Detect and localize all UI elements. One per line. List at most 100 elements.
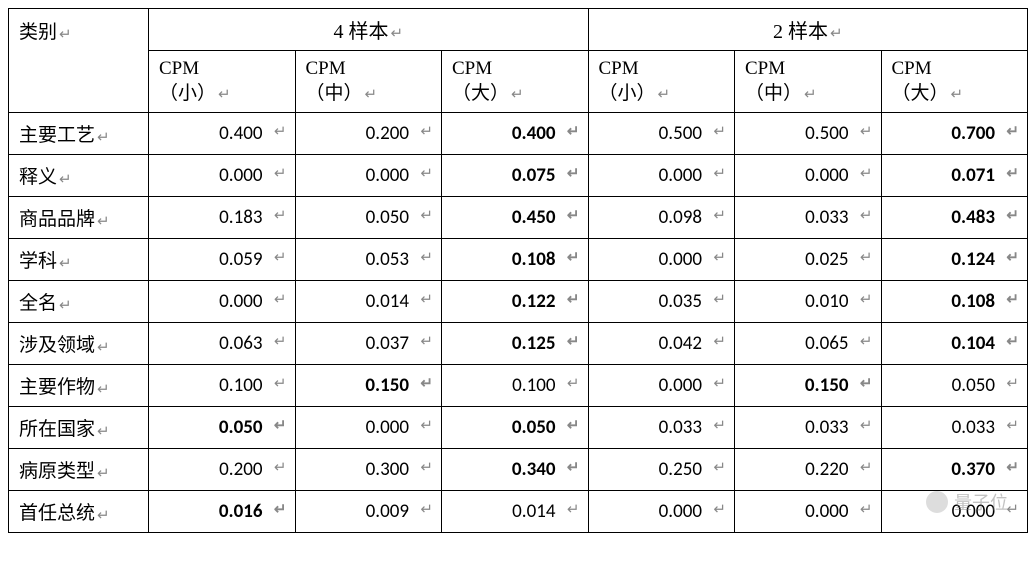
para-mark-icon: ↵ (713, 374, 726, 392)
data-value: 0.014 (366, 290, 409, 313)
table-row: 主要作物↵0.100↵0.150↵0.100↵0.000↵0.150↵0.050… (9, 365, 1028, 407)
data-value: 0.009 (366, 500, 409, 523)
data-cell: 0.000↵ (149, 281, 296, 323)
data-value: 0.220 (805, 458, 848, 481)
data-cell: 0.037↵ (295, 323, 442, 365)
data-cell: 0.100↵ (149, 365, 296, 407)
data-cell: 0.014 ↵ (295, 281, 442, 323)
para-mark-icon: ↵ (860, 416, 873, 434)
row-label-text: 首任总统 (19, 503, 95, 524)
header-group-4sample: 4 样本↵ (149, 9, 589, 51)
data-cell: 0.050 ↵ (149, 407, 296, 449)
row-label-text: 学科 (19, 251, 57, 272)
table-row: 商品品牌↵0.183↵0.050↵0.450↵0.098↵0.033↵0.483… (9, 197, 1028, 239)
para-mark-icon: ↵ (713, 500, 726, 518)
data-value: 0.370 (951, 458, 995, 481)
subheader-cpm-large-2: CPM （大）↵ (881, 51, 1028, 113)
data-value: 0.050 (219, 416, 263, 439)
data-value: 0.104 (951, 332, 995, 355)
data-cell: 0.000 ↵ (881, 491, 1028, 533)
para-mark-icon: ↵ (420, 164, 433, 182)
data-cell: 0.000↵ (588, 155, 735, 197)
para-mark-icon: ↵ (274, 416, 287, 434)
data-value: 0.340 (512, 458, 556, 481)
data-value: 0.042 (659, 332, 702, 355)
para-mark-icon: ↵ (274, 500, 287, 518)
subheader-line2: （小） (599, 83, 656, 104)
data-value: 0.400 (219, 122, 262, 145)
para-mark-icon: ↵ (713, 248, 726, 266)
para-mark-icon: ↵ (97, 507, 110, 524)
subheader-line1: CPM (745, 58, 785, 79)
data-value: 0.500 (805, 122, 848, 145)
data-cell: 0.100↵ (442, 365, 589, 407)
subheader-row: CPM （小）↵ CPM （中）↵ CPM （大）↵ CPM （小） (9, 51, 1028, 113)
data-cell: 0.104 ↵ (881, 323, 1028, 365)
data-value: 0.124 (951, 248, 995, 271)
para-mark-icon: ↵ (420, 290, 433, 308)
row-label-text: 主要工艺 (19, 125, 95, 146)
para-mark-icon: ↵ (218, 86, 231, 103)
para-mark-icon: ↵ (567, 332, 580, 350)
para-mark-icon: ↵ (658, 86, 671, 103)
table-row: 释义↵0.000↵0.000↵0.075↵0.000↵0.000↵0.071↵ (9, 155, 1028, 197)
para-mark-icon: ↵ (1006, 374, 1019, 392)
data-cell: 0.150↵ (295, 365, 442, 407)
data-value: 0.050 (512, 416, 556, 439)
subheader-line1: CPM (599, 58, 639, 79)
row-label: 首任总统↵ (9, 491, 149, 533)
data-value: 0.050 (952, 374, 995, 397)
para-mark-icon: ↵ (59, 171, 72, 188)
data-value: 0.150 (805, 374, 849, 397)
header-group-label: 4 样本 (333, 21, 388, 43)
para-mark-icon: ↵ (420, 374, 433, 392)
para-mark-icon: ↵ (1006, 500, 1019, 518)
data-cell: 0.483↵ (881, 197, 1028, 239)
data-cell: 0.098↵ (588, 197, 735, 239)
para-mark-icon: ↵ (567, 416, 580, 434)
data-value: 0.000 (659, 248, 702, 271)
row-label: 主要作物↵ (9, 365, 149, 407)
para-mark-icon: ↵ (274, 206, 287, 224)
data-value: 0.000 (952, 500, 995, 523)
para-mark-icon: ↵ (97, 213, 110, 230)
row-label: 释义↵ (9, 155, 149, 197)
row-label: 全名↵ (9, 281, 149, 323)
para-mark-icon: ↵ (1006, 332, 1019, 350)
data-value: 0.014 (512, 500, 555, 523)
data-cell: 0.000 ↵ (588, 239, 735, 281)
para-mark-icon: ↵ (1006, 290, 1019, 308)
data-value: 0.065 (805, 332, 848, 355)
data-cell: 0.033↵ (881, 407, 1028, 449)
data-value: 0.000 (805, 164, 848, 187)
para-mark-icon: ↵ (567, 458, 580, 476)
para-mark-icon: ↵ (860, 164, 873, 182)
para-mark-icon: ↵ (951, 86, 964, 103)
para-mark-icon: ↵ (567, 206, 580, 224)
data-cell: 0.450 ↵ (442, 197, 589, 239)
para-mark-icon: ↵ (420, 206, 433, 224)
data-cell: 0.500↵ (588, 113, 735, 155)
para-mark-icon: ↵ (420, 332, 433, 350)
para-mark-icon: ↵ (274, 122, 287, 140)
para-mark-icon: ↵ (860, 248, 873, 266)
data-cell: 0.340 ↵ (442, 449, 589, 491)
data-cell: 0.400 ↵ (149, 113, 296, 155)
data-value: 0.700 (951, 122, 995, 145)
row-label-text: 所在国家 (19, 419, 95, 440)
data-value: 0.075 (512, 164, 556, 187)
para-mark-icon: ↵ (860, 122, 873, 140)
row-label-text: 全名 (19, 293, 57, 314)
para-mark-icon: ↵ (567, 374, 580, 392)
subheader-line1: CPM (159, 58, 199, 79)
data-value: 0.400 (512, 122, 556, 145)
data-cell: 0.042↵ (588, 323, 735, 365)
subheader-line2: （小） (159, 83, 216, 104)
para-mark-icon: ↵ (420, 122, 433, 140)
data-cell: 0.010↵ (735, 281, 882, 323)
data-value: 0.450 (512, 206, 556, 229)
para-mark-icon: ↵ (713, 206, 726, 224)
para-mark-icon: ↵ (804, 86, 817, 103)
data-value: 0.200 (366, 122, 409, 145)
data-value: 0.000 (219, 164, 262, 187)
